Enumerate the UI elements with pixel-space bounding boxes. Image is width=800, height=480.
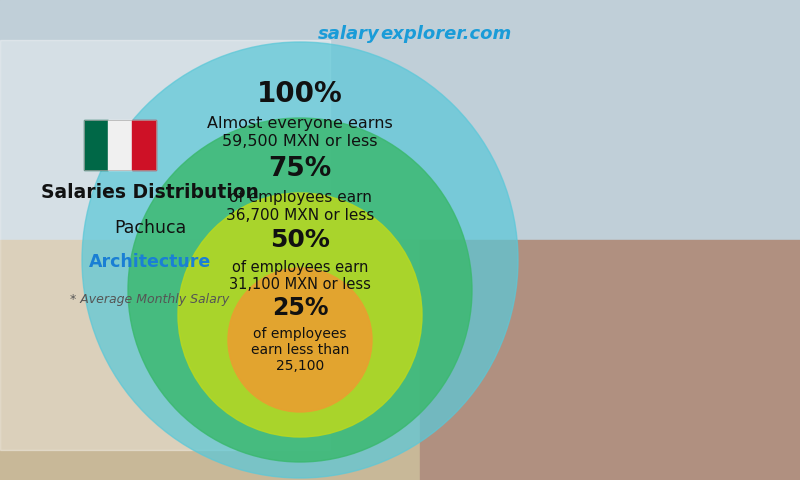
Bar (84, 120, 156, 170)
Text: * Average Monthly Salary: * Average Monthly Salary (70, 293, 230, 307)
FancyBboxPatch shape (0, 40, 330, 450)
Text: Almost everyone earns: Almost everyone earns (207, 116, 393, 131)
FancyBboxPatch shape (0, 240, 420, 480)
Text: 75%: 75% (268, 156, 332, 182)
Text: 50%: 50% (270, 228, 330, 252)
Text: 25%: 25% (272, 296, 328, 320)
Text: Pachuca: Pachuca (114, 219, 186, 237)
Text: explorer.com: explorer.com (380, 25, 511, 43)
Text: 59,500 MXN or less: 59,500 MXN or less (222, 134, 378, 149)
Text: Architecture: Architecture (89, 253, 211, 271)
Circle shape (128, 118, 472, 462)
Text: 100%: 100% (257, 80, 343, 108)
Bar (108, 120, 132, 170)
Circle shape (228, 268, 372, 412)
Text: of employees earn: of employees earn (232, 260, 368, 276)
FancyBboxPatch shape (0, 0, 800, 240)
Circle shape (178, 193, 422, 437)
Text: of employees: of employees (254, 326, 346, 341)
Bar (84, 120, 108, 170)
FancyBboxPatch shape (420, 240, 800, 480)
Text: salary: salary (318, 25, 380, 43)
Text: 31,100 MXN or less: 31,100 MXN or less (229, 277, 371, 292)
Text: 25,100: 25,100 (276, 359, 324, 372)
Circle shape (82, 42, 518, 478)
Text: Salaries Distribution: Salaries Distribution (41, 182, 259, 202)
Text: earn less than: earn less than (251, 343, 349, 357)
Text: 36,700 MXN or less: 36,700 MXN or less (226, 208, 374, 223)
Bar (132, 120, 156, 170)
Text: of employees earn: of employees earn (229, 190, 371, 205)
